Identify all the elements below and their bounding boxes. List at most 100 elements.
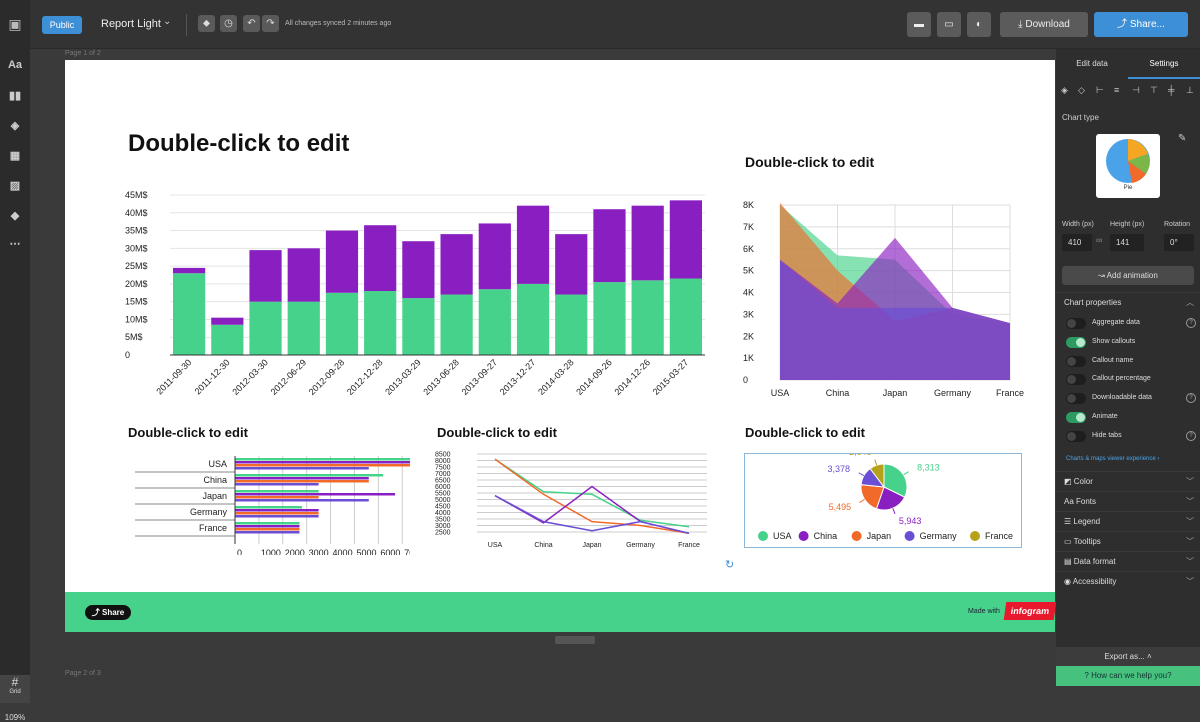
chevron-down-icon[interactable]: ⌄ (163, 16, 172, 27)
toggle-row[interactable]: Show callouts (1066, 336, 1196, 349)
undo-icon[interactable]: ↶ (243, 15, 260, 32)
toggle-switch[interactable] (1066, 355, 1086, 367)
download-button[interactable]: ⤓ Download (1000, 12, 1088, 37)
legend-swatch (758, 531, 768, 541)
public-badge[interactable]: Public (42, 16, 82, 34)
align-bottom-icon[interactable]: ⊥ (1186, 85, 1194, 95)
pie-chart-title[interactable]: Double-click to edit (745, 425, 865, 440)
toggle-row[interactable]: Aggregate data? (1066, 318, 1196, 330)
map-icon[interactable]: ◈ (10, 120, 20, 132)
toggle-switch[interactable] (1066, 374, 1086, 386)
bar (235, 509, 319, 512)
rotation-input[interactable]: 0° (1164, 234, 1194, 251)
toggle-switch[interactable] (1066, 412, 1086, 423)
link-icon[interactable]: ∞ (1096, 235, 1103, 245)
align-top-icon[interactable]: ⊤ (1150, 85, 1158, 95)
zoom-level[interactable]: 109% (4, 713, 26, 722)
help-bar[interactable]: ? How can we help you? (1056, 666, 1200, 686)
pie-chart-selection-frame[interactable] (744, 453, 1022, 548)
toggle-switch[interactable] (1066, 318, 1086, 329)
align-right-icon[interactable]: ⊣ (1132, 85, 1140, 95)
toggle-label: Downloadable data (1092, 394, 1152, 402)
collaborators-button[interactable]: ◐ (967, 12, 991, 37)
shapes-icon[interactable]: ◆ (10, 210, 20, 222)
height-input[interactable]: 141 (1110, 234, 1144, 251)
align-middle-icon[interactable]: ╪ (1168, 85, 1175, 95)
layout-icon[interactable]: ▦ (9, 150, 21, 162)
x-tick-label: 1000 (261, 548, 281, 555)
present-button[interactable]: ▭ (937, 12, 961, 37)
home-icon[interactable]: ▣ (0, 0, 30, 49)
chart-icon[interactable]: ▮▮ (8, 90, 22, 102)
legend-swatch (970, 531, 980, 541)
area-chart-title[interactable]: Double-click to edit (745, 154, 875, 170)
section-fonts[interactable]: Aa Fonts ﹀ (1056, 491, 1200, 510)
resize-handle[interactable] (555, 636, 595, 644)
monitor-icon: ▭ (944, 19, 954, 30)
toggle-row[interactable]: Hide tabs? (1066, 430, 1196, 443)
toggle-label: Callout name (1092, 356, 1134, 364)
grid-button[interactable]: # Grid (0, 675, 30, 703)
align-left-icon[interactable]: ⊢ (1096, 85, 1104, 95)
image-icon[interactable]: ▨ (9, 180, 21, 192)
report-page: Double-click to edit Double-click to edi… (65, 60, 1057, 632)
section-legend[interactable]: ☰ Legend ﹀ (1056, 511, 1200, 530)
page-title[interactable]: Double-click to edit (128, 130, 350, 157)
accessibility-icon: ◉ (1064, 577, 1073, 586)
layers-down-icon[interactable]: ◇ (1078, 85, 1085, 95)
y-tick-label: 8500 (435, 452, 451, 459)
section-tooltips[interactable]: ▭ Tooltips ﹀ (1056, 531, 1200, 550)
y-tick-label: 6000 (435, 484, 451, 491)
x-tick-label: 2013-03-29 (383, 357, 423, 397)
section-color[interactable]: ◩ Color ﹀ (1056, 471, 1200, 490)
section-accessibility[interactable]: ◉ Accessibility ﹀ (1056, 571, 1200, 590)
align-center-icon[interactable]: ≡ (1114, 85, 1120, 95)
help-icon[interactable]: ? (1186, 393, 1196, 404)
help-icon[interactable]: ? (1186, 318, 1196, 328)
viewer-experience-link[interactable]: Charts & maps viewer experience › (1066, 456, 1159, 462)
area-chart[interactable]: 0 1K 2K 3K 4K 5K 6K 7K 8K USA China Japan Germany Fra… (735, 190, 1025, 405)
pie-chart[interactable]: 8,313 5,943 5,495 3,378 2,648 USA China Japan Ge… (745, 454, 1021, 547)
footer-share-button[interactable]: ⤴ Share (85, 605, 131, 620)
document-title[interactable]: Report Light (101, 18, 161, 30)
toggle-row[interactable]: Downloadable data? (1066, 393, 1196, 405)
chart-properties-section[interactable]: Chart properties ︿ (1056, 292, 1200, 311)
tag-icon[interactable]: ⬥ (198, 15, 215, 32)
width-input[interactable]: 410 (1062, 234, 1092, 251)
help-icon[interactable]: ? (1186, 430, 1196, 441)
add-animation-button[interactable]: ↝ Add animation (1062, 266, 1194, 285)
toggle-row[interactable]: Callout percentage (1066, 374, 1196, 386)
tab-settings[interactable]: Settings (1128, 49, 1200, 79)
chart-type-picker[interactable]: Pie (1096, 134, 1160, 198)
layers-up-icon[interactable]: ◈ (1061, 85, 1068, 95)
hbar-chart-title[interactable]: Double-click to edit (128, 425, 248, 440)
share-button[interactable]: ⤴ Share... (1094, 12, 1188, 37)
infogram-logo[interactable]: infogram (1003, 602, 1057, 620)
toggle-switch[interactable] (1066, 393, 1086, 405)
horizontal-bar-chart[interactable]: 0100020003000400050006000700080009000USA… (120, 450, 410, 555)
edit-icon[interactable]: ✎ (1178, 133, 1187, 144)
more-icon[interactable]: ⋯ (9, 238, 21, 250)
stacked-bar-chart[interactable]: 0 5M$ 10M$ 15M$ 20M$ 25M$ 30M$ 35M$ 40M$ 45M$ 2011… (120, 185, 720, 405)
line-chart-title[interactable]: Double-click to edit (437, 425, 557, 440)
line-chart[interactable]: 2500300035004000450050005500600065007000… (427, 450, 717, 555)
toggle-switch[interactable] (1066, 430, 1086, 442)
text-icon[interactable]: Aa (7, 59, 23, 71)
bar (235, 512, 319, 515)
toggle-row[interactable]: Callout name (1066, 355, 1196, 368)
comment-button[interactable]: ▬ (907, 12, 931, 37)
tab-edit-data[interactable]: Edit data (1076, 59, 1108, 68)
toggle-switch[interactable] (1066, 336, 1086, 348)
x-tick-label: 2012-06-29 (269, 357, 309, 397)
section-data-format[interactable]: ▤ Data format ﹀ (1056, 551, 1200, 570)
section-label: Tooltips (1073, 537, 1101, 546)
bar (235, 467, 369, 470)
history-icon[interactable]: ◷ (220, 15, 237, 32)
toggle-row[interactable]: Animate (1066, 412, 1196, 424)
line-series (494, 458, 690, 528)
legend-label: USA (773, 531, 792, 541)
redo-icon[interactable]: ↷ (262, 15, 279, 32)
pie-data-label: 2,648 (849, 454, 872, 457)
export-button[interactable]: Export as... ˄ (1056, 647, 1200, 666)
refresh-icon[interactable]: ↻ (725, 559, 735, 571)
